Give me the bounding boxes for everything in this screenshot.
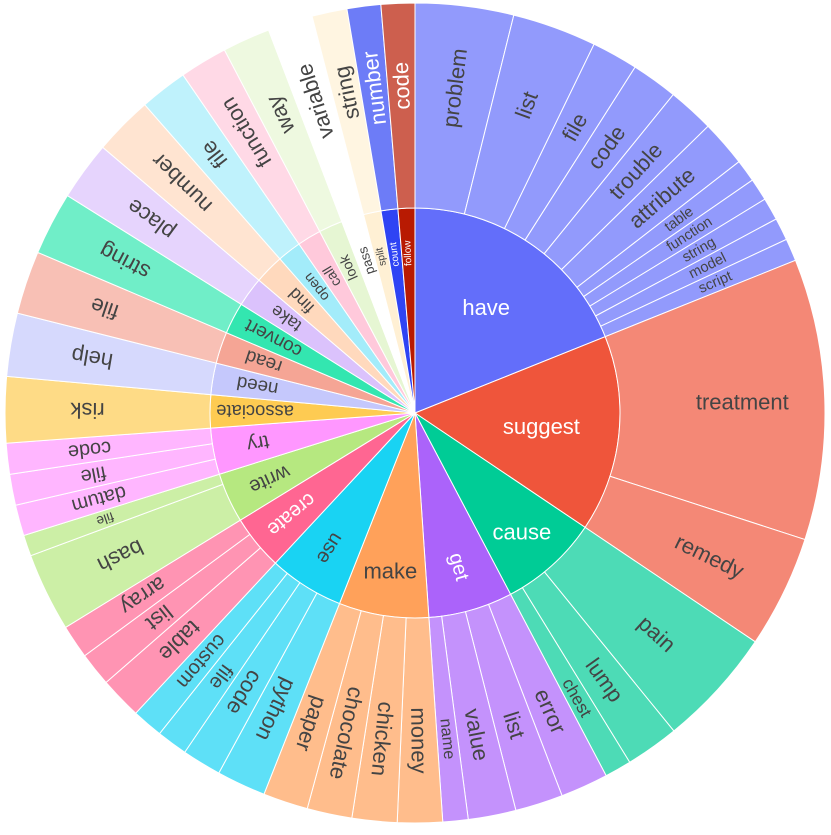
outer-slice-follow-code[interactable] — [380, 2, 416, 210]
outer-slice-suggest-treatment[interactable] — [604, 259, 826, 541]
sunburst-slices — [4, 2, 826, 824]
